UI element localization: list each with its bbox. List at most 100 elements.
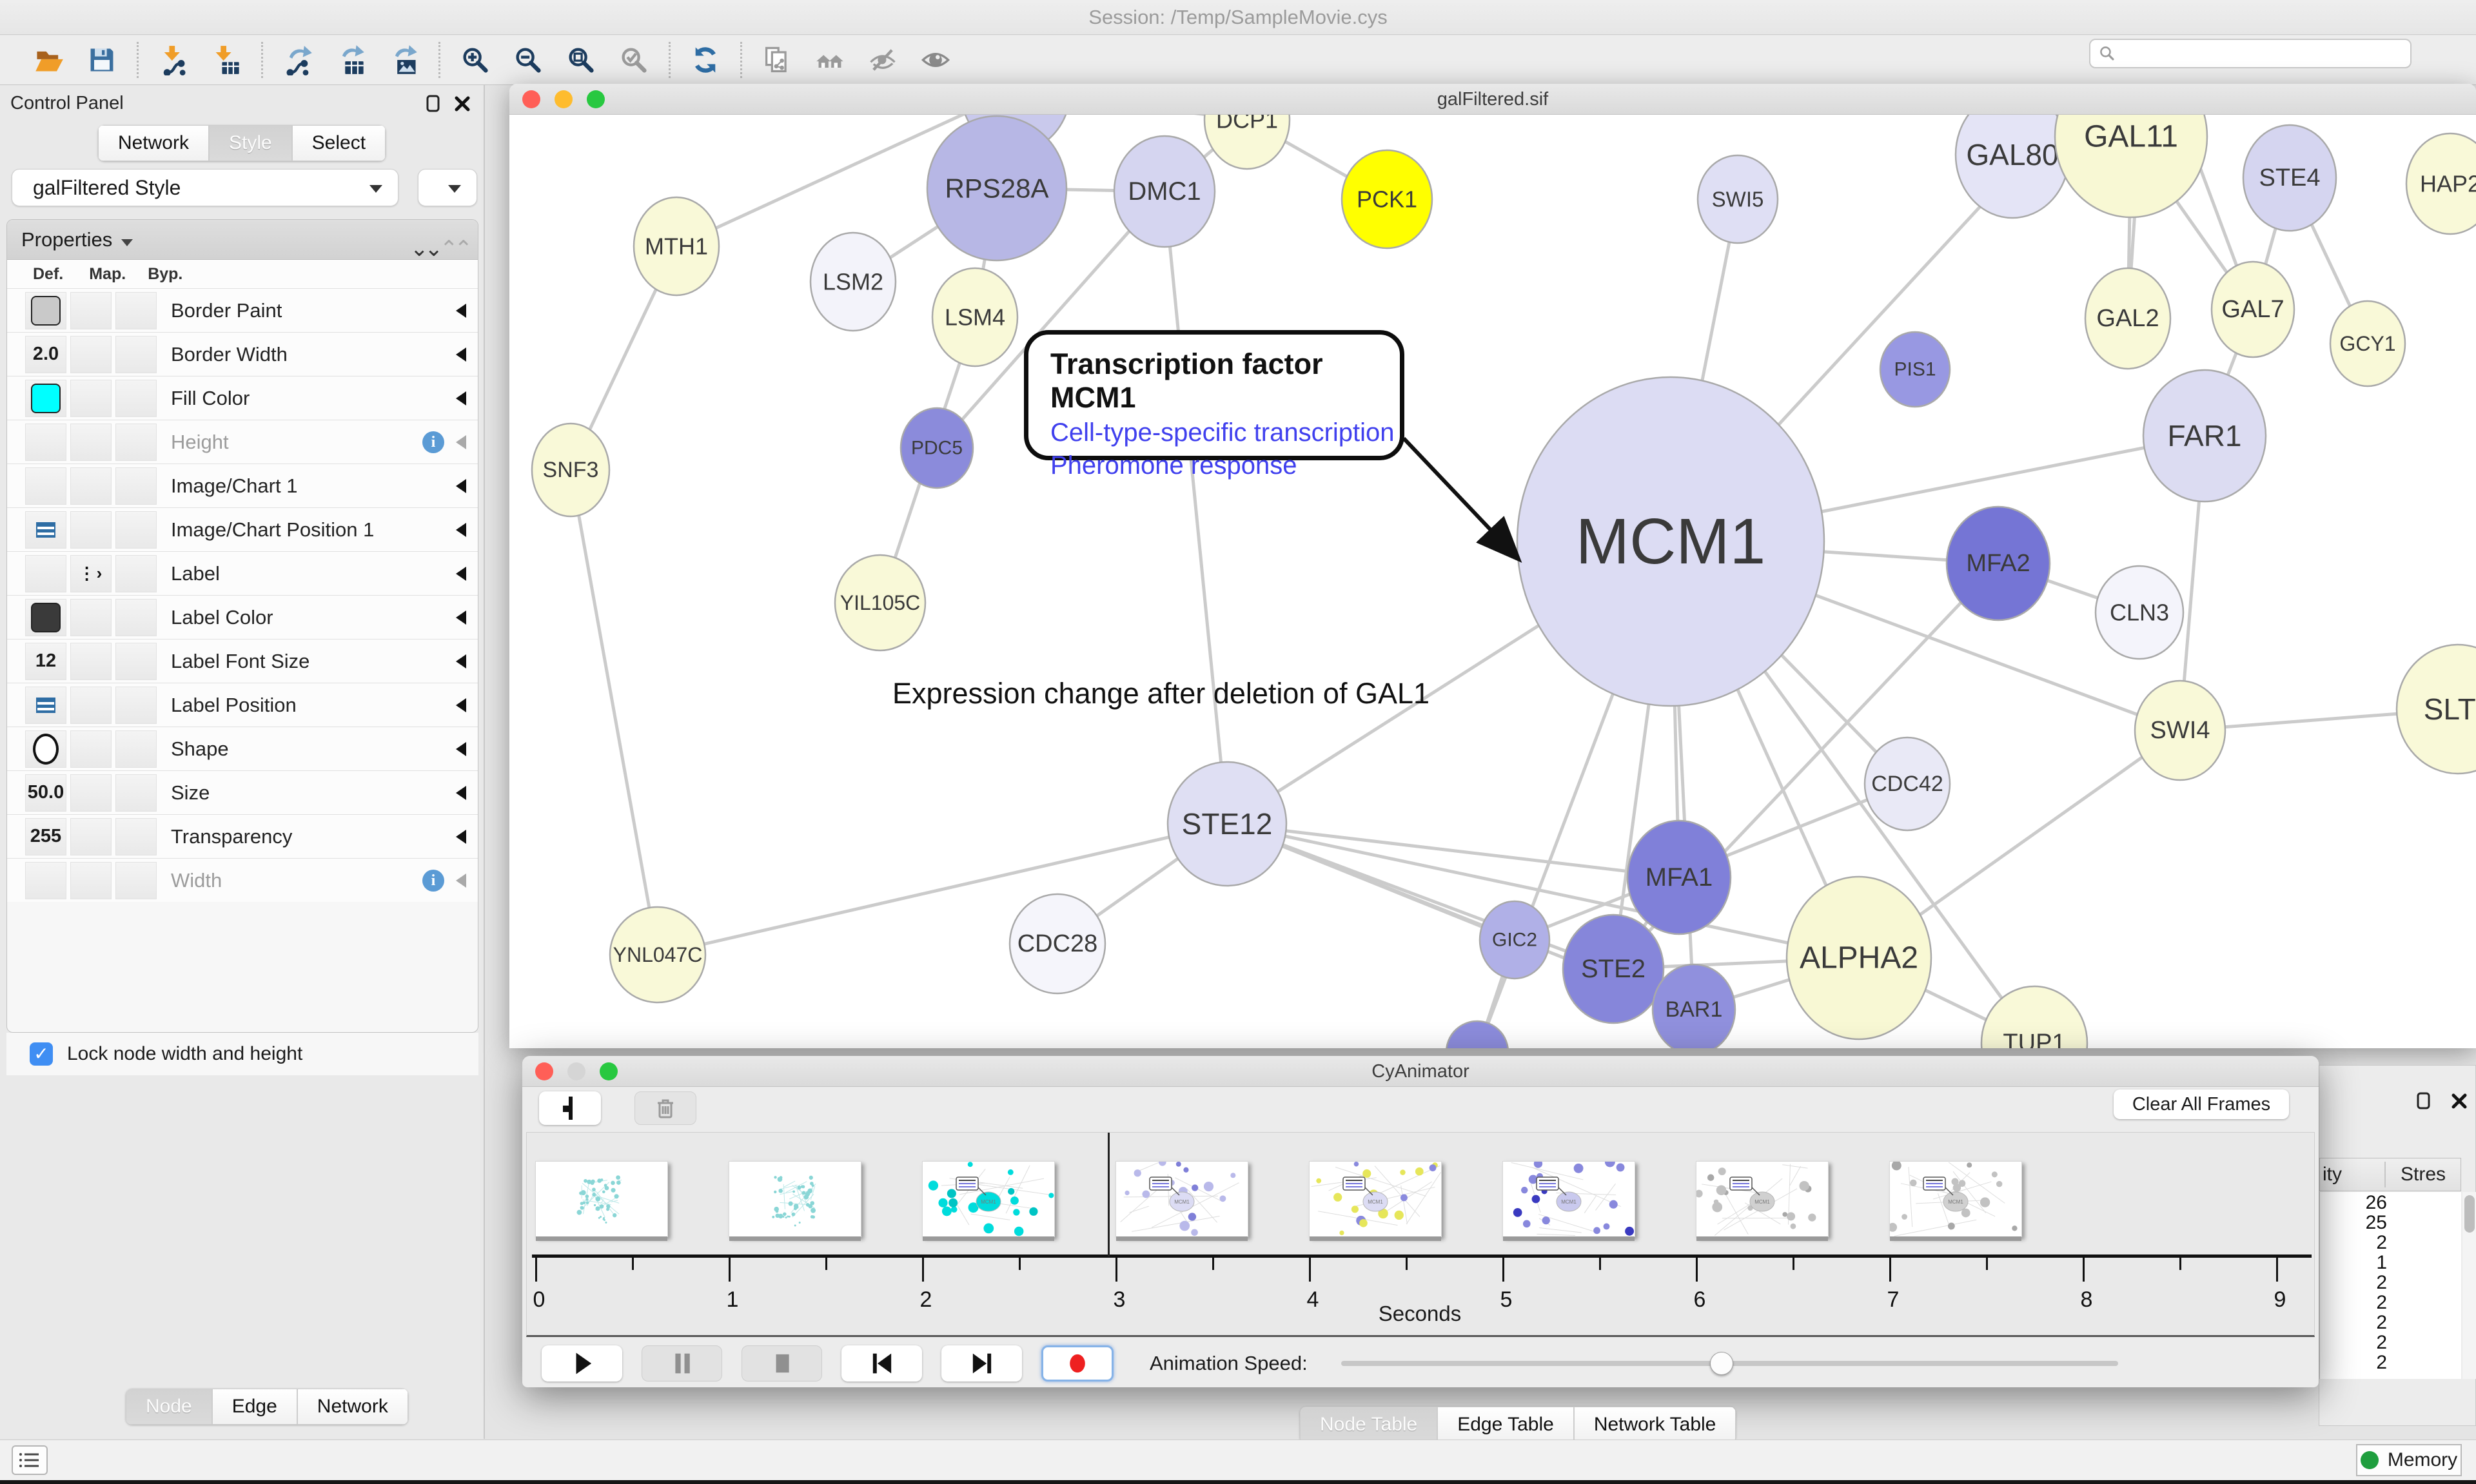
- property-map-cell[interactable]: ⋮›: [70, 554, 112, 592]
- ui-settings-button[interactable]: [12, 1445, 48, 1475]
- network-node-swi5[interactable]: SWI5: [1696, 154, 1779, 244]
- network-node-dmc1[interactable]: DMC1: [1113, 135, 1216, 248]
- network-node-ynl047c[interactable]: YNL047C: [609, 906, 707, 1004]
- expand-row-icon[interactable]: [456, 654, 466, 669]
- property-def-cell[interactable]: 12: [25, 642, 66, 680]
- network-node-mfa1[interactable]: MFA1: [1626, 819, 1732, 935]
- table-row[interactable]: 2: [2376, 1292, 2387, 1313]
- table-row[interactable]: 1: [2376, 1252, 2387, 1273]
- zoom-window-button[interactable]: [587, 90, 605, 108]
- network-node-dcp1[interactable]: DCP1: [1203, 115, 1291, 170]
- property-byp-cell[interactable]: [115, 642, 157, 680]
- tab-network[interactable]: Network: [97, 125, 209, 161]
- property-row-label[interactable]: ⋮› Label: [7, 551, 478, 595]
- network-node-cdc42[interactable]: CDC42: [1863, 736, 1951, 832]
- network-edge[interactable]: [1226, 822, 1680, 879]
- network-edge[interactable]: [1226, 822, 1860, 960]
- mcm1-annotation[interactable]: Transcription factor MCM1 Cell-type-spec…: [1024, 330, 1404, 480]
- network-node-gal11[interactable]: GAL11: [2054, 115, 2208, 219]
- collapse-all-icon[interactable]: ⌄⌄: [410, 237, 443, 261]
- property-map-cell[interactable]: [70, 817, 112, 855]
- property-row-shape[interactable]: Shape: [7, 727, 478, 770]
- property-row-label-font-size[interactable]: 12 Label Font Size: [7, 639, 478, 683]
- table-row[interactable]: 2: [2376, 1232, 2387, 1253]
- property-map-cell[interactable]: [70, 291, 112, 329]
- open-session-icon[interactable]: [34, 44, 64, 75]
- property-byp-cell[interactable]: [115, 423, 157, 461]
- property-row-image-chart-1[interactable]: Image/Chart 1: [7, 464, 478, 507]
- property-byp-cell[interactable]: [115, 335, 157, 373]
- property-byp-cell[interactable]: [115, 817, 157, 855]
- pause-button[interactable]: [642, 1345, 722, 1381]
- float-panel-icon[interactable]: [424, 94, 444, 113]
- style-selector[interactable]: galFiltered Style: [12, 169, 398, 206]
- expand-row-icon[interactable]: [456, 478, 466, 493]
- expand-row-icon[interactable]: [456, 347, 466, 362]
- property-byp-cell[interactable]: [115, 686, 157, 724]
- network-node-far1[interactable]: FAR1: [2142, 369, 2267, 503]
- network-node-mfa2[interactable]: MFA2: [1945, 505, 2051, 621]
- keyframe-thumbnail-4[interactable]: MCM1: [1309, 1161, 1442, 1241]
- property-row-image-chart-position-1[interactable]: Image/Chart Position 1: [7, 507, 478, 551]
- property-map-cell[interactable]: [70, 686, 112, 724]
- expand-row-icon[interactable]: [456, 829, 466, 844]
- property-def-cell[interactable]: [25, 554, 66, 592]
- expand-row-icon[interactable]: [456, 434, 466, 449]
- network-canvas[interactable]: DCP1 RPS28A DMC1 PCK1 SWI5 GAL80 GAL11 STE4 HAP2…: [509, 115, 2476, 1048]
- network-node-tup1[interactable]: TUP1: [1980, 985, 2088, 1048]
- network-node-pdc5[interactable]: PDC5: [899, 407, 974, 489]
- zoom-out-icon[interactable]: [513, 44, 544, 75]
- property-row-border-paint[interactable]: Border Paint: [7, 288, 478, 332]
- export-table-icon[interactable]: [335, 44, 366, 75]
- property-map-cell[interactable]: [70, 730, 112, 768]
- previous-frame-button[interactable]: [841, 1345, 922, 1381]
- network-node-mcm1[interactable]: MCM1: [1516, 376, 1825, 707]
- network-node-bar1[interactable]: BAR1: [1651, 963, 1736, 1048]
- network-node-yil105c[interactable]: YIL105C: [834, 554, 927, 652]
- network-node[interactable]: [1446, 1020, 1509, 1048]
- table-row[interactable]: 26: [2365, 1192, 2387, 1213]
- network-node-gal80[interactable]: GAL80: [1954, 115, 2070, 219]
- property-byp-cell[interactable]: [115, 511, 157, 549]
- property-def-cell[interactable]: [25, 467, 66, 505]
- timeline-playhead[interactable]: [1108, 1133, 1110, 1256]
- keyframe-thumbnail-1[interactable]: [729, 1161, 861, 1241]
- hide-selected-icon[interactable]: [867, 44, 898, 75]
- tab-network-table[interactable]: Network Table: [1573, 1407, 1736, 1443]
- first-neighbors-icon[interactable]: [814, 44, 845, 75]
- property-map-cell[interactable]: [70, 598, 112, 636]
- annotation-link[interactable]: Pheromone response: [1050, 451, 1297, 480]
- keyframe-thumbnail-3[interactable]: MCM1: [1115, 1158, 1248, 1241]
- property-row-label-position[interactable]: Label Position: [7, 683, 478, 727]
- minimize-window-button[interactable]: [555, 90, 573, 108]
- animation-timeline[interactable]: MCM1 MCM1 MCM1 MCM1 MCM1 MCM1 0 1 2 3 4 5 6 7 8 9 Seco…: [526, 1132, 2315, 1337]
- keyframe-thumbnail-2[interactable]: MCM1: [922, 1161, 1055, 1241]
- clear-all-frames-button[interactable]: Clear All Frames: [2114, 1089, 2289, 1119]
- table-column-headers[interactable]: ity Stres: [2319, 1158, 2461, 1191]
- memory-button[interactable]: Memory: [2356, 1444, 2462, 1476]
- tab-edge[interactable]: Edge: [211, 1389, 297, 1425]
- property-row-fill-color[interactable]: Fill Color: [7, 376, 478, 420]
- property-def-cell[interactable]: 50.0: [25, 774, 66, 812]
- table-rows[interactable]: 26 25 2 1 2 2 2 2 2: [2319, 1192, 2461, 1379]
- network-node-slt2[interactable]: SLT2: [2395, 643, 2476, 775]
- network-node-gal2[interactable]: GAL2: [2084, 267, 2172, 370]
- tab-network[interactable]: Network: [297, 1389, 408, 1425]
- keyframe-thumbnail-6[interactable]: MCM1: [1695, 1161, 1829, 1241]
- property-byp-cell[interactable]: [115, 554, 157, 592]
- network-edge[interactable]: [569, 469, 660, 955]
- network-node-rps28a[interactable]: RPS28A: [926, 115, 1068, 262]
- lock-checkbox[interactable]: ✓: [30, 1042, 53, 1066]
- play-button[interactable]: [542, 1345, 622, 1381]
- property-row-transparency[interactable]: 255 Transparency: [7, 814, 478, 858]
- capture-frame-button[interactable]: [539, 1091, 601, 1125]
- network-node-lsm2[interactable]: LSM2: [809, 231, 897, 332]
- annotation-link[interactable]: Cell-type-specific transcription: [1050, 418, 1395, 447]
- table-row[interactable]: 25: [2365, 1212, 2387, 1233]
- stop-button[interactable]: [742, 1345, 822, 1381]
- network-edge[interactable]: [657, 822, 1228, 957]
- property-byp-cell[interactable]: [115, 291, 157, 329]
- network-node-gic2[interactable]: GIC2: [1479, 900, 1551, 980]
- property-map-cell[interactable]: [70, 511, 112, 549]
- property-def-cell[interactable]: 255: [25, 817, 66, 855]
